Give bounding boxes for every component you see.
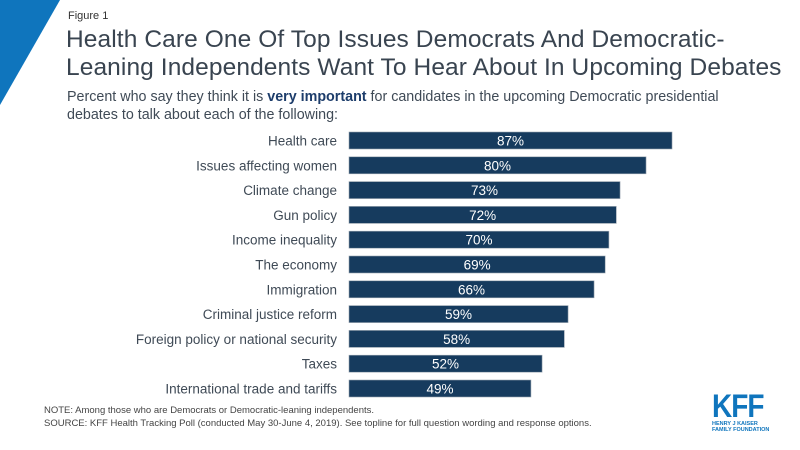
category-label: Health care [268, 134, 337, 149]
bar [348, 305, 569, 323]
subtitle-text: Percent who say they think it is [67, 89, 268, 105]
data-label: 87% [497, 134, 524, 149]
category-label: Climate change [243, 183, 337, 198]
chart-title-line-2: Leaning Independents Want To Hear About … [66, 54, 782, 81]
category-label: Criminal justice reform [203, 307, 337, 322]
bar [348, 354, 543, 373]
logo-subtitle-2: FAMILY FOUNDATION [712, 427, 770, 433]
bar [348, 131, 673, 150]
data-label: 80% [484, 158, 511, 173]
bar [348, 379, 532, 398]
subtitle-text-cont: for candidates in the upcoming Democrati… [366, 89, 719, 105]
logo-subtitle-1: HENRY J KAISER [712, 421, 758, 427]
chart-subtitle: Percent who say they think it is very im… [67, 88, 719, 124]
data-label: 66% [458, 282, 485, 297]
category-label: Issues affecting women [196, 158, 337, 173]
bar [348, 206, 617, 224]
figure-label: Figure 1 [68, 10, 109, 22]
category-label: Gun policy [273, 208, 337, 223]
category-label: Immigration [266, 282, 337, 297]
bar [348, 230, 610, 249]
data-label: 52% [432, 357, 459, 372]
note-text: NOTE: Among those who are Democrats or D… [44, 405, 375, 416]
data-label: 59% [445, 307, 472, 322]
bar [348, 181, 621, 199]
category-label: Income inequality [232, 233, 337, 248]
subtitle-line-2: debates to talk about each of the follow… [67, 107, 339, 123]
data-label: 73% [471, 183, 498, 198]
chart-title-line-1: Health Care One Of Top Issues Democrats … [66, 26, 725, 53]
bar [348, 280, 595, 299]
category-label: Foreign policy or national security [136, 332, 337, 347]
data-label: 70% [465, 233, 492, 248]
category-label: The economy [255, 258, 337, 273]
logo-wordmark: KFF [712, 388, 764, 425]
bar [348, 255, 606, 274]
subtitle-emphasis: very important [267, 89, 367, 105]
footnote: NOTE: Among those who are Democrats or D… [44, 404, 592, 430]
data-label: 69% [464, 258, 491, 273]
data-label: 49% [426, 382, 453, 397]
category-label: International trade and tariffs [165, 382, 337, 397]
data-label: 72% [469, 208, 496, 223]
category-label: Taxes [302, 357, 338, 372]
bar [348, 156, 647, 175]
kff-logo: KFF HENRY J KAISER FAMILY FOUNDATION [712, 388, 772, 433]
data-label: 58% [443, 332, 470, 347]
chart-title: Health Care One Of Top Issues Democrats … [66, 26, 782, 82]
source-text: SOURCE: KFF Health Tracking Poll (conduc… [44, 418, 592, 429]
corner-accent-shape [0, 0, 60, 105]
bar [348, 330, 565, 348]
